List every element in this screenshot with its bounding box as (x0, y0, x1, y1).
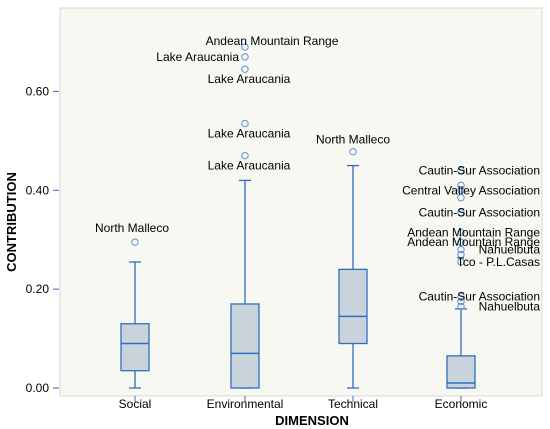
box-environmental (230, 179, 260, 389)
outlier-point (457, 186, 465, 194)
box-economic (446, 308, 476, 389)
outlier-point (241, 119, 249, 128)
outlier-point (457, 245, 465, 254)
outlier-label: Nahuelbuta (479, 243, 541, 257)
outlier-point (457, 250, 465, 259)
box-iqr (338, 268, 368, 345)
outlier-point (241, 53, 249, 61)
box-iqr (230, 303, 260, 389)
outlier-label: Cautin-Sur Association (419, 206, 540, 220)
outlier-label: Central Valley Association (402, 183, 540, 197)
outlier-label: Andean Mountain Range (407, 235, 540, 249)
outlier-label: North Malleco (316, 133, 390, 147)
outlier-label: Lake Araucania (156, 50, 239, 64)
outlier-label: Cautin-Sur Association (419, 164, 540, 178)
outlier-point (457, 228, 465, 237)
outlier-point (241, 151, 249, 160)
y-axis-title: CONTRIBUTION (4, 172, 19, 272)
outlier-point (457, 258, 465, 266)
box-technical (338, 164, 368, 389)
outlier-point (457, 208, 465, 217)
x-tick-label: Technical (328, 397, 378, 411)
x-tick-label: Social (119, 397, 152, 411)
outlier-point (457, 166, 465, 175)
outlier-label: Lake Araucania (208, 127, 291, 141)
x-tick-label: Economic (435, 397, 488, 411)
y-axis: 0.00 0.20 0.40 0.60 (26, 84, 59, 395)
outlier-point (241, 43, 249, 51)
outlier-label: North Malleco (95, 221, 169, 235)
outlier-point (241, 65, 249, 73)
outlier-label: Andean Mountain Range (206, 34, 339, 48)
outlier-label: Lake Araucania (208, 159, 291, 173)
outlier-point (457, 194, 465, 202)
y-tick-label: 0.00 (26, 381, 50, 395)
outliers-layer: North Malleco Andean Mountain Range Lake A… (95, 34, 540, 314)
outlier-point (349, 148, 357, 156)
x-axis-title: DIMENSION (275, 413, 349, 428)
outlier-point (457, 292, 465, 301)
outlier-label: Cautin-Sur Association (419, 290, 540, 304)
y-tick-label: 0.20 (26, 282, 50, 296)
y-tick-label: 0.40 (26, 183, 50, 197)
x-axis: Social Environmental Technical Economic (119, 396, 488, 411)
box-social (120, 261, 150, 389)
box-iqr (120, 323, 150, 372)
boxes-layer (120, 164, 476, 389)
outlier-label: Andean Mountain Range (407, 225, 540, 239)
x-tick-label: Environmental (207, 397, 284, 411)
outlier-point (131, 238, 139, 246)
outlier-point (457, 181, 465, 190)
outlier-label: Tco - P.L.Casas (457, 255, 540, 269)
outlier-label: Lake Araucania (208, 72, 291, 86)
outlier-point (457, 238, 465, 246)
outlier-point (457, 302, 465, 311)
outlier-point (457, 297, 465, 306)
y-tick-label: 0.60 (26, 84, 50, 98)
outlier-label: Nahuelbuta (479, 299, 541, 313)
